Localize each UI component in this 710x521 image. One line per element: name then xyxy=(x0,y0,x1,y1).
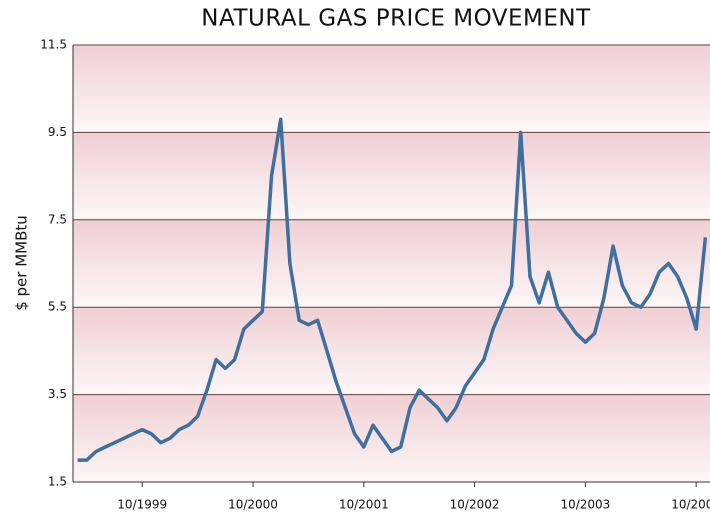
x-tick-label: 10/2003 xyxy=(560,498,610,512)
plot-band xyxy=(73,307,710,395)
plot-band xyxy=(73,219,710,308)
x-tick-label: 10/2000 xyxy=(228,498,278,512)
plot-band xyxy=(73,394,710,482)
y-axis-label: $ per MMBtu xyxy=(13,215,31,311)
x-tick-label: 10/2004 xyxy=(671,498,710,512)
price-line xyxy=(77,117,708,462)
x-tick-label: 10/2001 xyxy=(339,498,389,512)
y-tick-label: 7.5 xyxy=(48,212,67,226)
plot-band xyxy=(73,132,710,220)
plot-band xyxy=(73,45,710,133)
x-tick-label: 10/2002 xyxy=(450,498,500,512)
y-tick-label: 9.5 xyxy=(48,125,67,139)
y-tick-label: 11.5 xyxy=(40,38,67,52)
y-tick-label: 3.5 xyxy=(48,387,67,401)
y-tick-label: 1.5 xyxy=(48,475,67,489)
chart-title: NATURAL GAS PRICE MOVEMENT xyxy=(201,6,591,32)
y-tick-label: 5.5 xyxy=(48,300,67,314)
x-tick-label: 10/1999 xyxy=(117,498,167,512)
